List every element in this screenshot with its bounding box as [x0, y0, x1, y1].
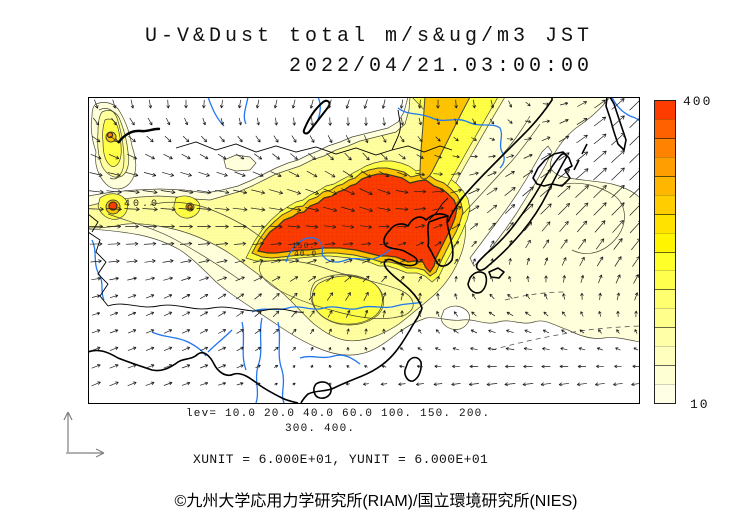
colorbar-max-label: 400	[683, 94, 713, 109]
colorbar-cell	[655, 365, 675, 385]
map-content	[89, 98, 639, 403]
colorbar-cell	[655, 251, 675, 271]
colorbar-cell	[655, 289, 675, 309]
wind-vector-arrows	[89, 98, 639, 387]
colorbar-cell	[655, 194, 675, 214]
colorbar-cell	[655, 232, 675, 252]
colorbar-cell	[655, 101, 675, 119]
colorbar-cell	[655, 118, 675, 138]
colorbar-cell	[655, 156, 675, 176]
x-axis-arrow	[66, 448, 105, 458]
wind-arrow-glyphs	[89, 98, 639, 387]
colorbar	[654, 100, 676, 404]
map-frame	[88, 97, 640, 404]
colorbar-cell	[655, 346, 675, 366]
colorbar-cell	[655, 384, 675, 403]
lake-balkhash	[117, 127, 161, 144]
contour-label: 40.0	[124, 199, 161, 210]
lake-baikal	[302, 99, 331, 135]
colorbar-cell	[655, 327, 675, 347]
plot-title: U-V&Dust total m/s&ug/m3 JST	[145, 25, 594, 48]
colorbar-cell	[655, 175, 675, 195]
contour-levels-line1: lev= 10.0 20.0 40.0 60.0 100. 150. 200.	[186, 408, 491, 420]
vector-units-line: XUNIT = 6.000E+01, YUNIT = 6.000E+01	[193, 452, 489, 467]
colorbar-cell	[655, 308, 675, 328]
copyright-line: ©九州大学応用力学研究所(RIAM)/国立環境研究所(NIES)	[174, 493, 578, 510]
y-axis-arrow	[63, 411, 73, 452]
country-borders	[89, 109, 453, 313]
colorbar-cell	[655, 213, 675, 233]
contour-levels-line2: 300. 400.	[285, 423, 356, 435]
lakes	[117, 99, 331, 144]
colorbar-cell	[655, 270, 675, 290]
contour-label: 150.	[292, 242, 316, 251]
dashed-contours	[491, 291, 639, 351]
plot-timestamp: 2022/04/21.03:00:00	[289, 55, 594, 78]
colorbar-min-label: 10	[690, 397, 710, 412]
contour-label: 40.0	[294, 250, 318, 259]
colorbar-cell	[655, 137, 675, 157]
axis-indicator	[63, 411, 105, 458]
